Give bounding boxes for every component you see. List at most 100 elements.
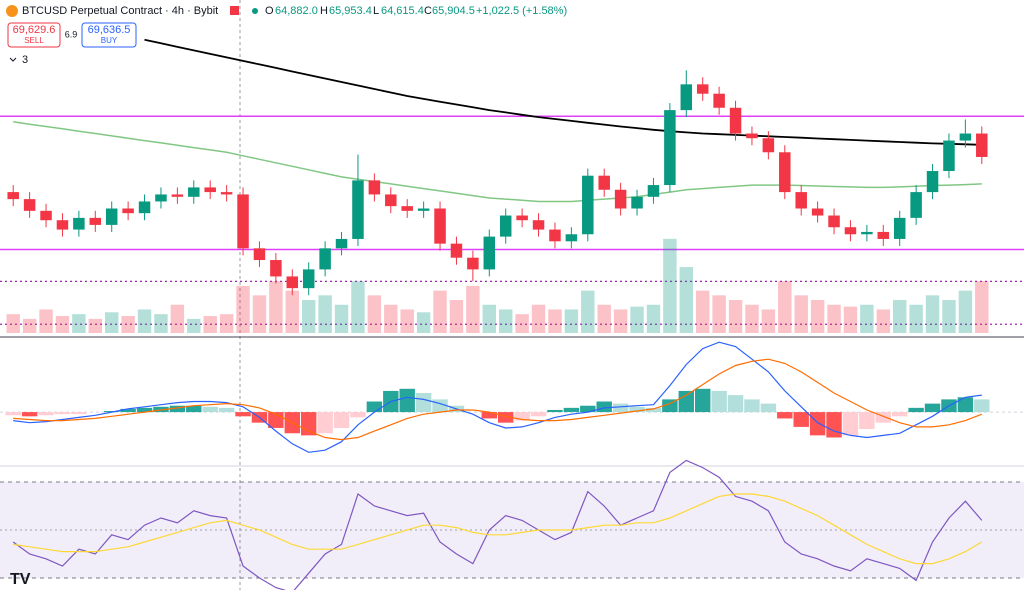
histogram-bar [235,412,251,417]
volume-bar [909,304,923,333]
candle-body [598,175,610,190]
candle-body [450,243,463,258]
sell-label: SELL [24,36,44,45]
status-dot [252,8,258,14]
histogram-bar [120,408,136,413]
volume-bar [876,309,890,333]
histogram-bar [530,412,547,417]
candle-body [302,269,315,289]
candle-body [532,220,545,230]
candle-body [155,194,167,202]
volume-bar [794,295,808,333]
volume-bar [416,312,431,333]
volume-bar [187,318,201,333]
volume-bar [285,290,299,333]
volume-bar [581,290,595,333]
indicator-line [13,358,983,441]
buy-button[interactable] [81,22,137,48]
histogram-bar [563,407,580,413]
candle-body [105,208,118,225]
coin-icon [6,5,18,17]
histogram-bar [186,405,202,413]
volume-bar [761,309,776,333]
histogram-bar [826,412,842,438]
candle-body [56,220,69,230]
histogram-bar [596,401,612,413]
candle-body [188,187,200,197]
volume-bar [105,312,119,333]
histogram-bar [169,405,186,413]
histogram-bar [5,412,21,416]
candle-body [549,229,561,242]
histogram-bar [202,406,218,413]
indicator-line [13,121,982,203]
header: BTCUSD Perpetual Contract · 4h · Bybit O… [6,5,567,588]
histogram-bar [218,407,235,413]
histogram-bar [842,412,859,436]
histogram-bar [366,401,383,413]
volume-bar [334,304,349,333]
candle-body [253,248,266,261]
candle-body [237,194,249,249]
volume-bar [351,281,365,333]
volume-bar [302,300,316,333]
histogram-bar [399,388,415,413]
volume-bar [203,316,217,333]
h-label: H [320,5,328,17]
candle-body [204,187,216,193]
candle-body [434,208,446,244]
candle-body [417,208,430,211]
histogram-bar [744,399,760,413]
volume-bar [154,314,168,333]
volume-bar [72,314,86,333]
histogram-bar [892,412,908,417]
volume-bar [170,304,185,333]
histogram-bar [957,397,974,413]
histogram-bar [547,409,563,413]
volume-bar [728,300,743,333]
candle-body [959,133,972,141]
volume-bar [22,318,37,333]
sell-button[interactable] [7,22,61,48]
histogram-bar [481,412,497,419]
change: +1,022.5 (+1.58%) [476,5,567,17]
volume-bar [810,300,825,333]
volume-bar [121,316,135,333]
volume-bar [449,300,464,333]
volume-bar [39,309,53,333]
symbol: BTCUSD Perpetual Contract · 4h · Bybit [22,5,218,17]
histogram-bar [645,407,662,413]
volume-bar [942,300,956,333]
candle-body [73,217,85,230]
volume-bar [367,295,382,333]
histogram-bar [974,399,990,413]
histogram-bar [498,412,514,423]
volume-bar [843,306,858,333]
volume-bar [613,309,628,333]
candle-body [746,133,758,139]
candle-body [368,180,381,195]
volume-bar [663,238,677,333]
candle-body [335,238,348,249]
indicator-count: 3 [22,54,28,66]
volume-bar [384,304,398,333]
candle-body [713,93,725,108]
candle-body [943,140,955,172]
volume-bar [515,314,529,333]
buy-price: 69,636.5 [88,24,131,36]
indicator-line [144,38,982,146]
collapse-icon[interactable] [9,57,17,62]
histogram-bar [136,407,153,413]
candle-body [614,189,627,209]
histogram-bar [662,399,678,413]
histogram-bar [514,412,530,421]
candle-body [762,138,775,153]
indicator-line [12,459,983,590]
histogram-bar [760,403,777,413]
histogram-bar [695,388,711,413]
candle-body [122,208,134,214]
candle-body [828,215,840,228]
histogram-bar [612,403,629,413]
histogram-bar [809,412,826,436]
candle-body [483,236,496,270]
